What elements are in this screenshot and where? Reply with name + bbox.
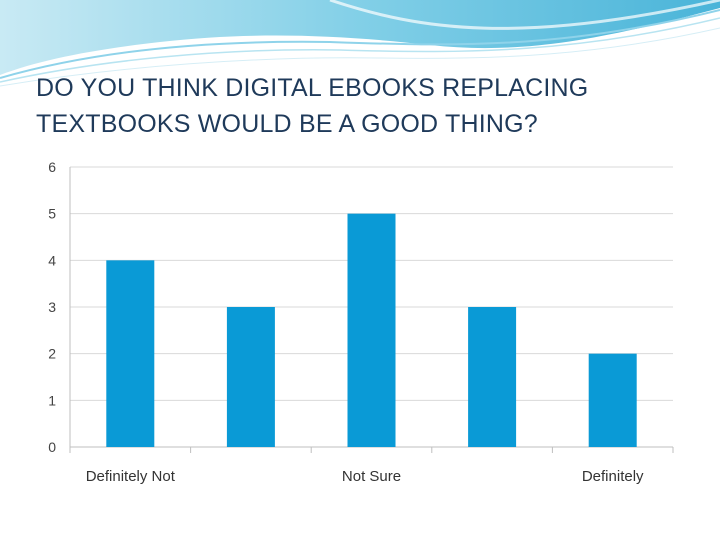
header-wave-line [0,9,720,79]
bar-4 [588,353,637,447]
y-tick-label: 5 [48,206,56,222]
y-tick-label: 1 [48,392,56,408]
x-category-label: Definitely Not [86,468,176,485]
header-wave-line [0,27,720,87]
y-tick-label: 0 [48,439,56,455]
header-wave-band [0,0,720,75]
bar-2 [347,213,396,447]
header-wave-decoration [0,0,720,87]
bar-chart: 0 1 2 3 4 5 6 Definitely Not Not Sure Definitely [48,159,674,485]
header-wave-line [0,17,720,83]
bar-3 [468,307,517,447]
slide-title: DO YOU THINK DIGITAL EBOOKS REPLACING TE… [36,74,589,138]
x-category-label: Not Sure [342,468,401,485]
labels: 0 1 2 3 4 5 6 Definitely Not Not Sure Definitely [48,159,644,485]
bar-0 [106,260,155,447]
y-tick-label: 2 [48,346,56,362]
y-tick-label: 4 [48,252,56,268]
x-category-label: Definitely [582,468,644,485]
header-wave-line [329,0,720,30]
bars [106,213,637,447]
bar-1 [226,307,275,447]
y-tick-label: 3 [48,299,56,315]
y-tick-label: 6 [48,159,56,175]
